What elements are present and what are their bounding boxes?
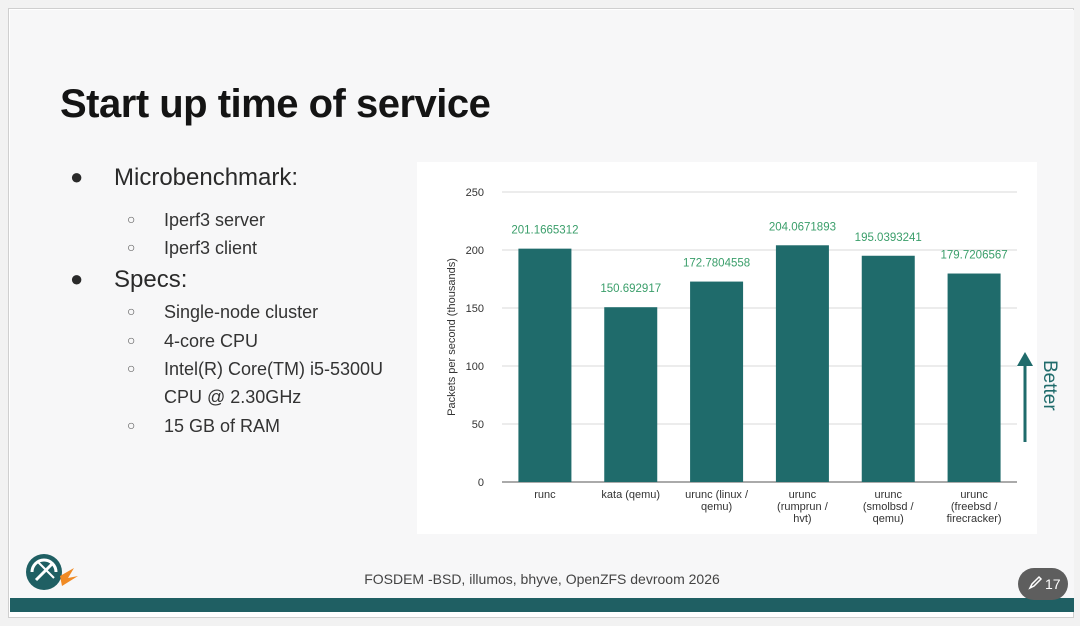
bar — [518, 248, 572, 482]
circle-bullet-icon: ○ — [127, 239, 136, 255]
bar — [947, 273, 1001, 482]
bar-chart-svg: 0 50 100 150 200 250 Packets per second (thous… — [446, 187, 1033, 525]
slide: Start up time of service ● Microbenchmar… — [10, 10, 1074, 612]
bullet-dot-icon: ● — [70, 164, 84, 189]
data-label: 179.7206567 — [941, 250, 1008, 262]
data-label: 195.0393241 — [855, 232, 922, 244]
sub-bullet-label: 4-core CPU — [164, 331, 259, 351]
bar — [690, 281, 744, 482]
circle-bullet-icon: ○ — [127, 303, 136, 319]
sub-bullet-label: Iperf3 client — [164, 238, 258, 258]
data-label: 201.1665312 — [511, 225, 578, 237]
data-label: 172.7804558 — [683, 258, 750, 270]
x-tick-label: firecracker) — [947, 513, 1002, 525]
x-tick-label: (rumprun / — [777, 501, 829, 513]
edit-page-button[interactable]: 17 — [1018, 568, 1068, 600]
logo-icon — [26, 554, 78, 590]
page-number: 17 — [1045, 576, 1061, 592]
y-tick-label: 250 — [466, 187, 484, 199]
x-tick-label: qemu) — [873, 513, 904, 525]
y-axis-label: Packets per second (thousands) — [446, 258, 458, 416]
circle-bullet-icon: ○ — [127, 417, 136, 433]
y-tick-label: 200 — [466, 245, 484, 257]
x-tick-label: hvt) — [793, 513, 811, 525]
arrow-head-icon — [1017, 352, 1033, 366]
x-tick-label: urunc (linux / — [685, 489, 749, 501]
y-tick-label: 100 — [466, 361, 484, 373]
y-tick-label: 150 — [466, 303, 484, 315]
x-tick-label: urunc — [789, 489, 817, 501]
bullet-dot-icon: ● — [70, 266, 84, 291]
circle-bullet-icon: ○ — [127, 211, 136, 227]
slide-title: Start up time of service — [60, 82, 491, 126]
y-tick-label: 0 — [478, 477, 484, 489]
x-tick-label: runc — [534, 489, 556, 501]
data-label: 150.692917 — [600, 283, 661, 295]
footer-text: FOSDEM -BSD, illumos, bhyve, OpenZFS dev… — [364, 571, 720, 587]
x-tick-label: qemu) — [701, 501, 732, 513]
footer-bar — [10, 598, 1074, 612]
sub-bullet-label: Single-node cluster — [164, 302, 319, 322]
bar — [775, 245, 829, 482]
bullet-label: Microbenchmark: — [114, 164, 299, 191]
circle-bullet-icon: ○ — [127, 332, 136, 348]
bar — [861, 255, 915, 482]
sub-bullet-label: Intel(R) Core(TM) i5-5300U — [164, 359, 384, 379]
sub-bullet-label: CPU @ 2.30GHz — [164, 387, 302, 407]
sub-bullet-label: 15 GB of RAM — [164, 416, 281, 436]
circle-bullet-icon: ○ — [127, 360, 136, 376]
bullet-label: Specs: — [114, 266, 188, 293]
x-tick-label: (smolbsd / — [863, 501, 915, 513]
x-tick-label: (freebsd / — [951, 501, 998, 513]
y-tick-label: 50 — [472, 419, 484, 431]
better-label: Better — [1039, 360, 1060, 411]
x-tick-label: urunc — [874, 489, 902, 501]
data-label: 204.0671893 — [769, 221, 836, 233]
sub-bullet-label: Iperf3 server — [164, 210, 266, 230]
x-tick-label: kata (qemu) — [601, 489, 660, 501]
x-tick-label: urunc — [960, 489, 988, 501]
pencil-icon — [1028, 575, 1043, 590]
bar-chart: 0 50 100 150 200 250 Packets per second (thous… — [417, 162, 1037, 534]
bar — [604, 307, 658, 482]
